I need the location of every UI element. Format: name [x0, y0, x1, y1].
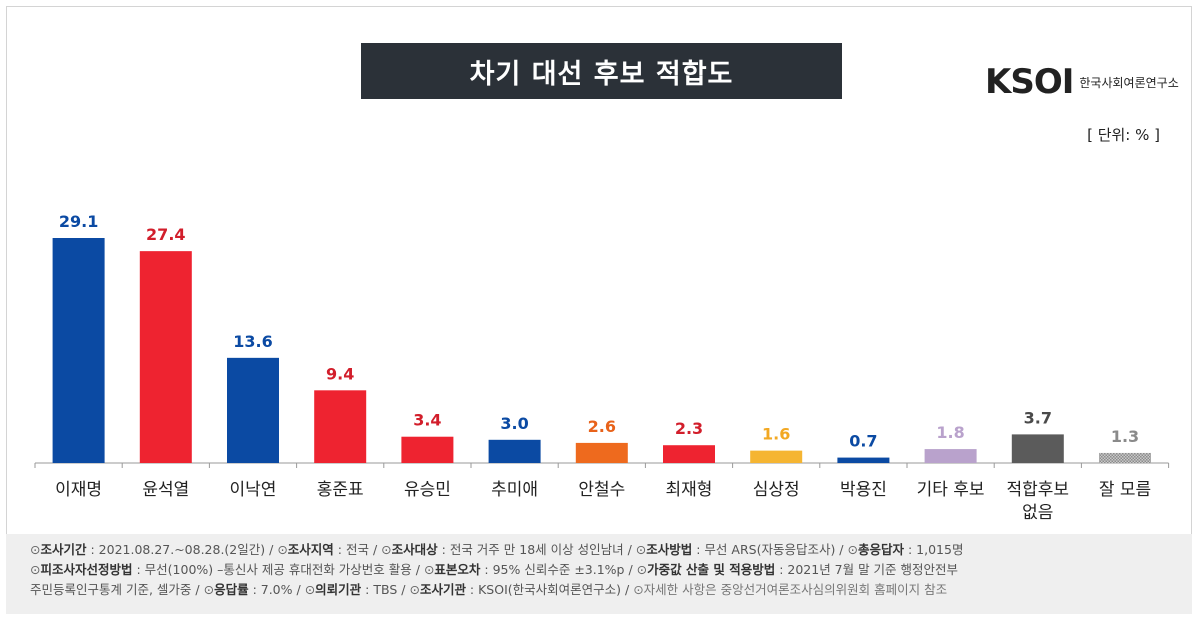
bullet-icon: ⊙ [636, 562, 648, 577]
footer-note: ⊙자세한 사항은 중앙선거여론조사심의위원회 홈페이지 참조 [633, 582, 948, 597]
category-label: 이낙연 [230, 480, 277, 500]
footer-item-label: 조사기간 [40, 542, 87, 557]
footer-item: ⊙조사지역 : 전국 [277, 542, 369, 557]
footer-item-label: 조사방법 [646, 542, 693, 557]
data-label: 2.3 [675, 419, 703, 438]
data-label: 9.4 [326, 364, 354, 383]
footer-item: ⊙표본오차 : 95% 신뢰수준 ±3.1%p [423, 562, 625, 577]
data-label: 27.4 [146, 225, 185, 244]
chart-frame [6, 6, 1192, 614]
bar [750, 450, 803, 463]
bar [314, 390, 367, 463]
chart-title: 차기 대선 후보 적합도 [361, 43, 842, 99]
footer-item-label: 총응답자 [857, 542, 904, 557]
footer-item-label: 가중값 산출 및 적용방법 [647, 562, 776, 577]
data-label: 3.4 [413, 411, 441, 430]
category-label: 기타 후보 [917, 480, 985, 500]
data-label: 3.0 [500, 414, 528, 433]
footer-item: ⊙조사대상 : 전국 거주 만 18세 이상 성인남녀 [381, 542, 624, 557]
bar [227, 357, 279, 463]
bullet-icon: ⊙ [304, 582, 316, 597]
footer-line-3: 주민등록인구통계 기준, 셀가중 / ⊙응답률 : 7.0% / ⊙의뢰기관 :… [30, 582, 948, 597]
category-label: 심상정 [753, 480, 800, 500]
footer-item-label: 조사지역 [287, 542, 334, 557]
bar [401, 436, 454, 463]
footer-item-label: 조사기관 [419, 582, 466, 597]
bar [52, 238, 105, 463]
footer-item-label: 조사대상 [391, 542, 438, 557]
bar [1011, 434, 1064, 463]
footer-item: ⊙의뢰기관 : TBS [304, 582, 398, 597]
data-label: 29.1 [59, 212, 98, 231]
category-label: 홍준표 [317, 480, 364, 500]
bullet-icon: ⊙ [30, 542, 41, 557]
category-label: 유승민 [404, 480, 451, 500]
category-label: 최재형 [666, 480, 713, 500]
bullet-icon: ⊙ [635, 542, 647, 557]
footer-prefix: 주민등록인구통계 기준, 셀가중 [30, 582, 192, 597]
survey-info-footer: ⊙조사기간 : 2021.08.27.~08.28.(2일간) / ⊙조사지역 … [6, 534, 1192, 614]
logo-org-name: 한국사회여론연구소 [1079, 75, 1179, 90]
data-label: 2.6 [588, 417, 616, 436]
bullet-icon: ⊙ [423, 562, 435, 577]
footer-item: ⊙조사기간 : 2021.08.27.~08.28.(2일간) [30, 542, 266, 557]
footer-item-label: 응답률 [214, 582, 249, 597]
footer-item: ⊙총응답자 : 1,015명 [847, 542, 964, 557]
bar [575, 442, 628, 463]
data-label: 13.6 [233, 332, 272, 351]
bullet-icon: ⊙ [30, 562, 41, 577]
footer-item-label: 의뢰기관 [315, 582, 362, 597]
data-label: 0.7 [849, 432, 877, 451]
bar [663, 445, 715, 463]
bar [1099, 452, 1151, 463]
footer-line-2: ⊙피조사자선정방법 : 무선(100%) –통신사 제공 휴대전화 가상번호 활… [30, 562, 959, 577]
bullet-icon: ⊙ [277, 542, 288, 557]
bullet-icon: ⊙ [203, 582, 215, 597]
bullet-icon: ⊙ [409, 582, 420, 597]
chart-title-text: 차기 대선 후보 적합도 [469, 58, 734, 90]
category-label: 박용진 [840, 480, 887, 500]
footer-item: ⊙피조사자선정방법 : 무선(100%) –통신사 제공 휴대전화 가상번호 활… [30, 562, 412, 577]
footer-item-label: 표본오차 [434, 562, 481, 577]
logo-mark: KSOI [985, 62, 1074, 102]
category-label: 적합후보 [1007, 480, 1070, 500]
bar [924, 449, 977, 463]
footer-item: ⊙응답률 : 7.0% [203, 582, 293, 597]
footer-item: ⊙조사기관 : KSOI(한국사회여론연구소) [409, 582, 622, 597]
footer-item-label: 피조사자선정방법 [40, 562, 133, 577]
bullet-icon: ⊙ [847, 542, 858, 557]
data-label: 3.7 [1024, 408, 1052, 427]
bar [837, 457, 890, 463]
data-label: 1.6 [762, 425, 790, 444]
unit-label: [ 단위: % ] [1087, 126, 1160, 144]
category-label: 윤석열 [142, 480, 189, 500]
footer-item: ⊙조사방법 : 무선 ARS(자동응답조사) [635, 542, 836, 557]
category-label: 없음 [1022, 503, 1053, 523]
bars-group: 29.1 이재명 27.4 윤석열 13.6 이낙연 9.4 홍준표 3.4 유승민 3.0 추미애 2… [34, 212, 1170, 523]
category-label: 추미애 [491, 480, 538, 500]
category-label: 이재명 [55, 480, 102, 500]
bar [488, 439, 541, 463]
data-label: 1.3 [1111, 427, 1139, 446]
bullet-icon: ⊙ [381, 542, 392, 557]
footer-item: ⊙가중값 산출 및 적용방법 : 2021년 7월 말 기준 행정안전부 [636, 562, 959, 577]
bar [139, 251, 192, 463]
data-label: 1.8 [936, 423, 964, 442]
ksoi-logo: KSOI 한국사회여론연구소 [985, 62, 1179, 102]
footer-line-1: ⊙조사기간 : 2021.08.27.~08.28.(2일간) / ⊙조사지역 … [30, 542, 964, 557]
category-label: 안철수 [578, 480, 625, 500]
category-label: 잘 모름 [1099, 480, 1151, 500]
